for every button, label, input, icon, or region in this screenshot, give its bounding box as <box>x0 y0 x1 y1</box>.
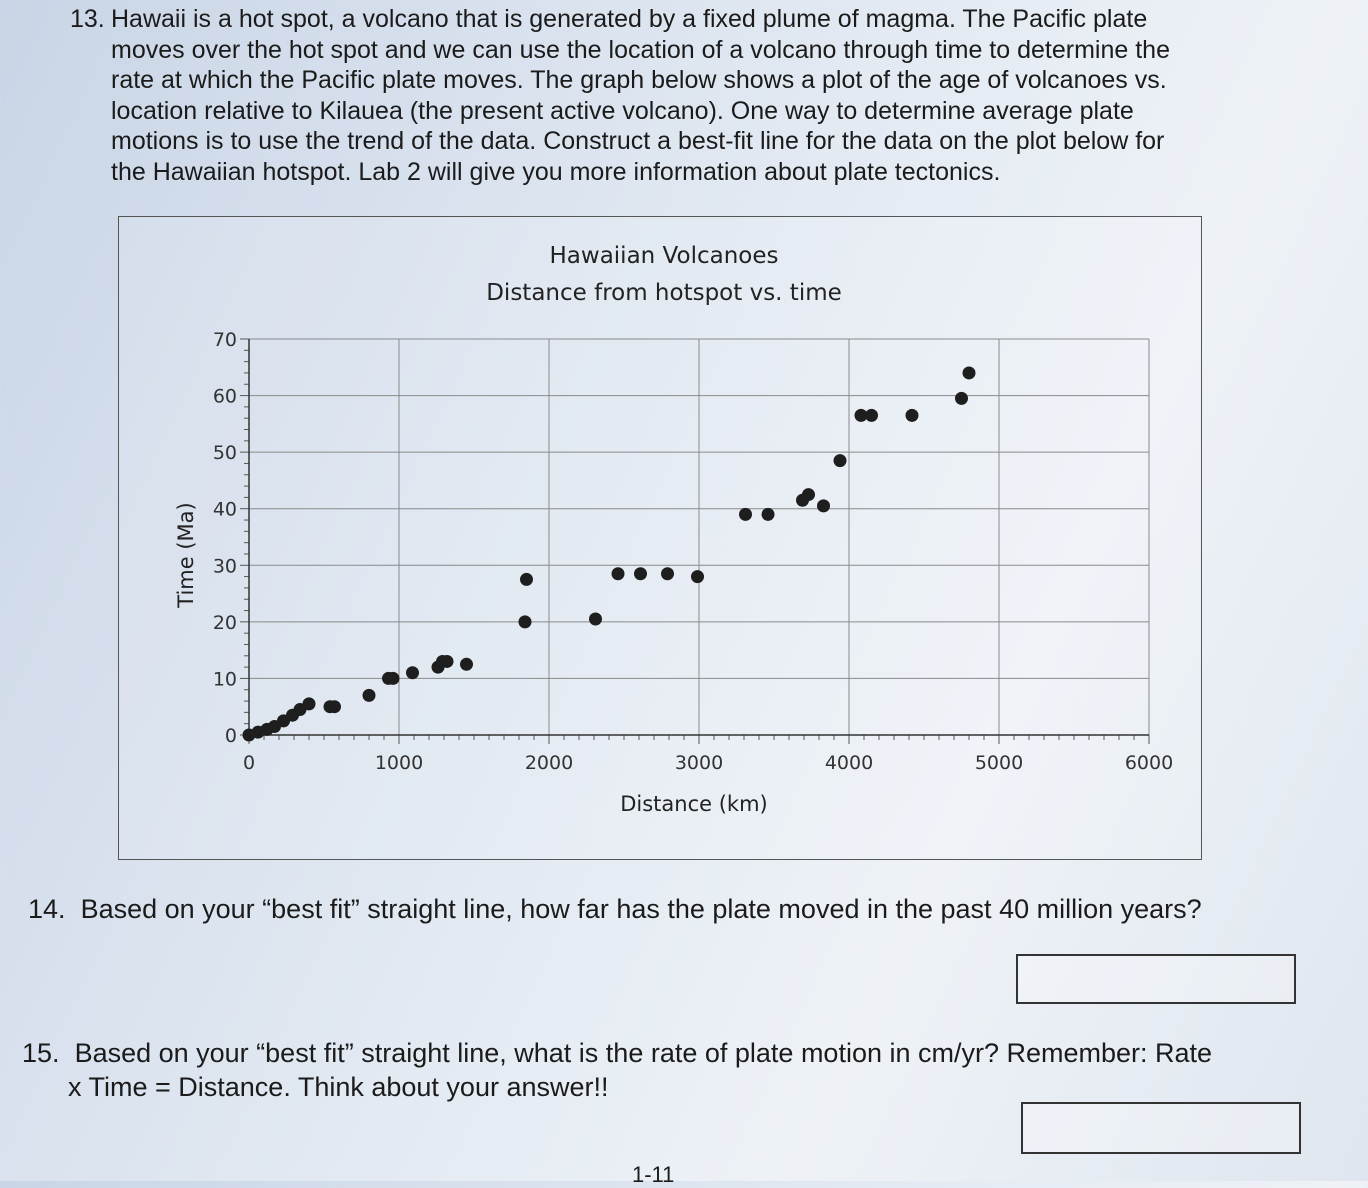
question-14-text: Based on your “best fit” straight line, … <box>80 894 1202 924</box>
data-point <box>905 408 919 422</box>
data-point <box>362 688 376 702</box>
y-axis-label: Time (Ma) <box>174 502 198 608</box>
data-point <box>962 366 976 380</box>
data-point <box>518 615 532 629</box>
chart-axes <box>240 338 1150 744</box>
data-point <box>302 697 316 711</box>
chart-tick-labels: 0 1000 2000 3000 4000 5000 6000 0 10 20 30 40 50 60 70 <box>213 329 1173 774</box>
data-point <box>661 567 674 581</box>
question-13-text: Hawaii is a hot spot, a volcano that is … <box>111 4 1300 187</box>
question-13-line: the Hawaiian hotspot. Lab 2 will give yo… <box>111 157 1001 186</box>
data-point <box>634 567 647 581</box>
data-point <box>854 408 868 422</box>
y-tick-label: 30 <box>213 555 237 577</box>
answer-box-15[interactable] <box>1021 1102 1301 1154</box>
x-axis-label: Distance (km) <box>620 792 768 816</box>
y-tick-label: 70 <box>213 329 237 351</box>
question-14: 14. Based on your “best fit” straight li… <box>28 894 1338 925</box>
answer-box-14[interactable] <box>1016 954 1296 1004</box>
data-point <box>589 612 602 626</box>
y-tick-label: 40 <box>213 499 237 521</box>
question-15: 15. Based on your “best fit” straight li… <box>22 1036 1342 1104</box>
data-point <box>761 507 775 521</box>
data-point <box>802 488 815 502</box>
data-point <box>406 666 419 680</box>
y-tick-label: 0 <box>225 725 237 747</box>
data-point <box>955 391 968 405</box>
y-tick-label: 50 <box>213 442 237 464</box>
page-number: 1-11 <box>632 1162 675 1187</box>
data-point <box>386 671 400 685</box>
question-14-number: 14. <box>28 894 66 924</box>
data-point <box>833 454 847 468</box>
y-tick-label: 20 <box>213 612 237 634</box>
data-point <box>328 700 341 714</box>
x-tick-label: 3000 <box>675 752 723 774</box>
question-13-line: rate at which the Pacific plate moves. T… <box>111 66 1167 94</box>
data-point <box>691 570 704 584</box>
question-13-line: moves over the hot spot and we can use t… <box>111 35 1170 64</box>
question-15-text: Based on your “best fit” straight line, … <box>74 1038 1213 1068</box>
question-15-number: 15. <box>22 1038 60 1068</box>
question-13: 13. Hawaii is a hot spot, a volcano that… <box>70 4 1300 187</box>
chart-points <box>242 366 976 742</box>
chart-subtitle: Distance from hotspot vs. time <box>486 280 842 306</box>
data-point <box>865 408 878 422</box>
chart-title: Hawaiian Volcanoes <box>550 243 779 269</box>
x-tick-label: 0 <box>243 752 255 774</box>
question-13-number: 13. <box>70 5 105 33</box>
x-tick-label: 2000 <box>525 752 573 774</box>
question-15-text-line2: x Time = Distance. Think about your answ… <box>68 1072 609 1102</box>
data-point <box>817 499 830 513</box>
chart-frame: 0 1000 2000 3000 4000 5000 6000 0 10 20 30 40 50 60 70… <box>118 216 1202 860</box>
x-tick-label: 4000 <box>825 752 873 774</box>
x-tick-label: 1000 <box>375 752 423 774</box>
data-point <box>460 657 473 671</box>
question-13-line: motions is to use the trend of the data.… <box>111 127 1165 155</box>
data-point <box>440 654 454 668</box>
data-point <box>739 507 752 521</box>
y-tick-label: 60 <box>213 386 237 408</box>
question-13-line: Hawaii is a hot spot, a volcano that is … <box>111 5 1148 33</box>
scatter-chart: 0 1000 2000 3000 4000 5000 6000 0 10 20 30 40 50 60 70… <box>174 243 1173 816</box>
data-point <box>611 567 625 581</box>
x-tick-label: 6000 <box>1125 752 1173 774</box>
question-13-line: location relative to Kilauea (the presen… <box>111 96 1134 125</box>
data-point <box>520 572 533 586</box>
y-tick-label: 10 <box>213 668 237 690</box>
x-tick-label: 5000 <box>975 752 1023 774</box>
